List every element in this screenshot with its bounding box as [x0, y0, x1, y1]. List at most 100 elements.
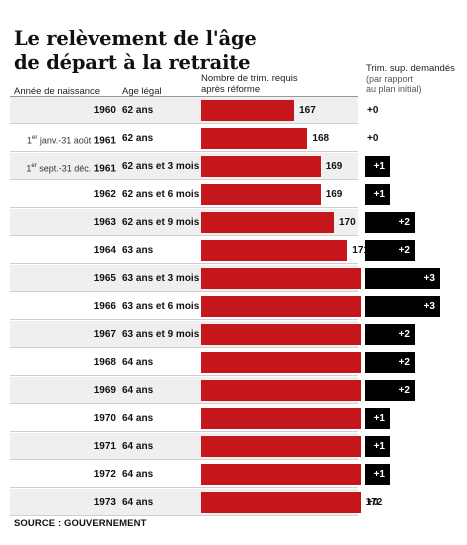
row-separator: [10, 515, 358, 516]
table-row: 1er janv.-31 août 1961 62 ans 168 +0: [10, 125, 458, 152]
birth-year-label: 1972: [94, 461, 116, 488]
extra-trimestres-label: +0: [367, 497, 379, 508]
legal-age-label: 64 ans: [122, 441, 154, 452]
row-separator: [10, 375, 358, 376]
trimestres-value-label: 172: [365, 497, 383, 508]
birth-year-number: 1966: [93, 301, 116, 312]
birth-year-label: 1962: [94, 181, 116, 208]
table-row: 1964 63 ans 171 +2: [10, 237, 458, 264]
extra-trimestres-label: +1: [373, 161, 385, 172]
legal-age-label: 63 ans et 3 mois: [122, 273, 200, 284]
legal-age-label: 62 ans et 9 mois: [122, 217, 200, 228]
extra-trimestres-label: +2: [398, 245, 410, 256]
ordinal-suffix: er: [32, 135, 38, 141]
birth-year-number: 1965: [93, 273, 116, 284]
extra-trimestres-bar: [365, 156, 390, 177]
row-band: [10, 97, 358, 124]
birth-year-label: 1960: [94, 97, 116, 124]
extra-trimestres-bar: [365, 324, 415, 345]
legal-age-label: 64 ans: [122, 469, 154, 480]
chart-title: Le relèvement de l'âge de départ à la re…: [14, 27, 344, 75]
trimestres-bar: [201, 268, 361, 289]
birth-year-number: 1970: [93, 413, 116, 424]
birth-year-label: 1971: [94, 433, 116, 460]
birth-year-label: 1968: [94, 349, 116, 376]
birth-year-number: 1961: [93, 163, 116, 175]
row-separator: [10, 207, 358, 208]
table-row: 1973 64 ans 172 +0: [10, 489, 458, 516]
trimestres-bar: [201, 464, 361, 485]
trimestres-bar: [201, 296, 361, 317]
table-row: 1962 62 ans et 6 mois 169 +1: [10, 181, 458, 208]
extra-trimestres-label: +1: [373, 413, 385, 424]
birth-year-label: 1967: [94, 321, 116, 348]
extra-trimestres-bar: [365, 380, 415, 401]
row-separator: [10, 459, 358, 460]
extra-trimestres-bar: [365, 240, 415, 261]
birth-year-number: 1963: [93, 217, 116, 228]
trimestres-bar: [201, 128, 308, 149]
table-row: 1960 62 ans 167 +0: [10, 97, 458, 124]
row-separator: [10, 263, 358, 264]
header-year: Année de naissance: [14, 86, 101, 97]
trimestres-bar: [201, 380, 361, 401]
birth-year-number: 1967: [93, 329, 116, 340]
chart-title-line-1: Le relèvement de l'âge: [14, 27, 257, 50]
trimestres-bar: [201, 156, 321, 177]
header-rule: [10, 96, 358, 97]
birth-year-label: 1964: [94, 237, 116, 264]
row-separator: [10, 151, 358, 152]
trimestres-value-label: 169: [325, 161, 343, 172]
row-separator: [10, 319, 358, 320]
extra-trimestres-bar: [365, 296, 440, 317]
legal-age-label: 64 ans: [122, 497, 154, 508]
extra-trimestres-bar: [365, 408, 390, 429]
row-separator: [10, 123, 358, 124]
trimestres-bar: [201, 240, 348, 261]
extra-trimestres-bar: [365, 464, 390, 485]
extra-trimestres-label: +1: [373, 189, 385, 200]
ordinal-suffix: er: [31, 163, 37, 169]
header-age: Age légal: [122, 86, 162, 97]
extra-trimestres-label: +2: [398, 217, 410, 228]
extra-trimestres-label: +2: [398, 329, 410, 340]
extra-trimestres-label: +3: [423, 301, 435, 312]
legal-age-label: 64 ans: [122, 385, 154, 396]
birth-year-number: 1971: [93, 441, 116, 452]
header-sup-line-1: Trim. sup. demandés: [366, 63, 455, 74]
birth-year-number: 1964: [93, 245, 116, 256]
birth-period-prefix: 1: [27, 135, 33, 146]
birth-year-label: 1973: [94, 489, 116, 516]
birth-year-label: 1965: [94, 265, 116, 292]
trimestres-value-label: 171: [352, 245, 369, 256]
row-separator: [10, 403, 358, 404]
birth-year-number: 1962: [93, 189, 116, 200]
birth-year-label: 1970: [94, 405, 116, 432]
extra-trimestres-label: +0: [367, 133, 379, 144]
row-separator: [10, 235, 358, 236]
extra-trimestres-bar: [365, 352, 415, 373]
legal-age-label: 62 ans: [122, 105, 154, 116]
extra-trimestres-bar: [365, 184, 390, 205]
trimestres-value-label: 168: [312, 133, 330, 144]
extra-trimestres-bar: [365, 268, 440, 289]
source-note: SOURCE : GOUVERNEMENT: [14, 518, 147, 529]
extra-trimestres-label: +2: [398, 357, 410, 368]
row-separator: [10, 431, 358, 432]
birth-year-number: 1973: [93, 497, 116, 508]
legal-age-label: 63 ans: [122, 245, 154, 256]
trimestres-bar: [201, 492, 361, 513]
header-trim-line-2: après réforme: [201, 84, 261, 95]
extra-trimestres-label: +1: [373, 441, 385, 452]
extra-trimestres-bar: [365, 212, 415, 233]
trimestres-bar: [201, 184, 321, 205]
trimestres-bar: [201, 408, 361, 429]
birth-year-number: 1960: [93, 105, 116, 116]
header-trim-line-1: Nombre de trim. requis: [201, 73, 298, 84]
birth-year-label: 1963: [94, 209, 116, 236]
